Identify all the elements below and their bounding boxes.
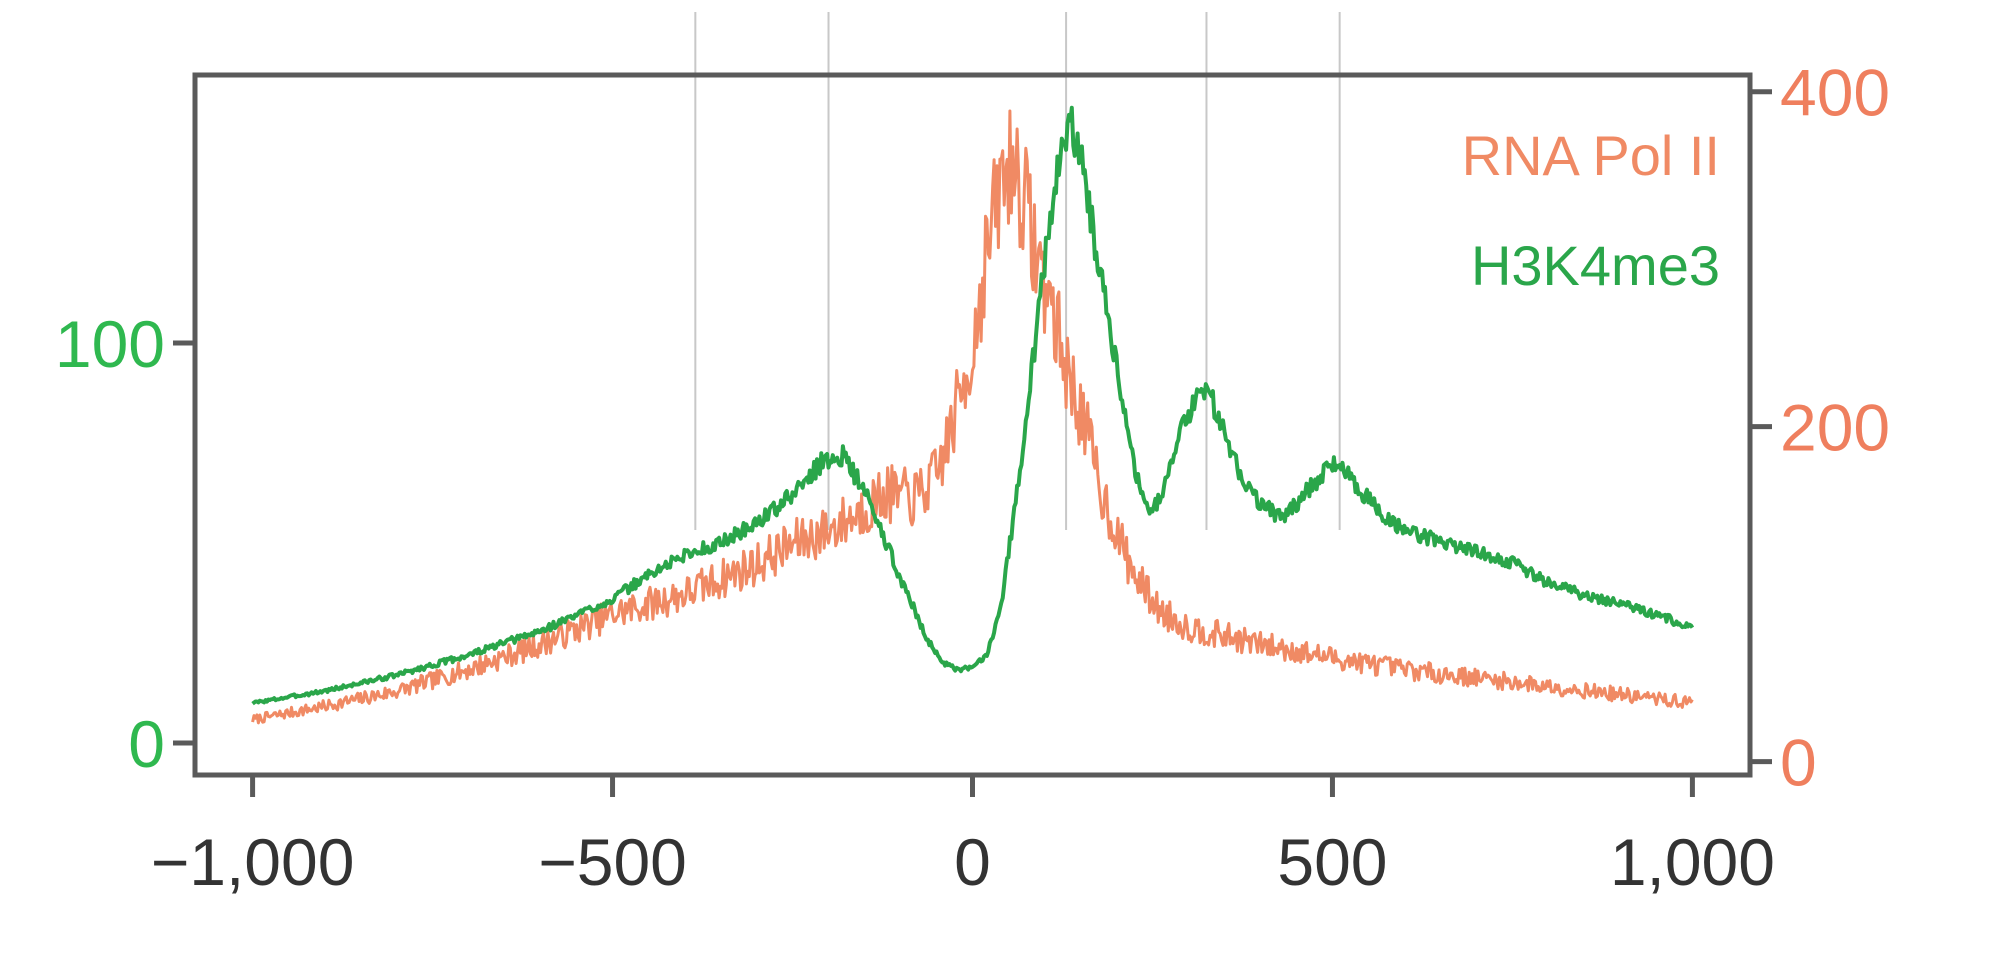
y-right-tick-label: 200 xyxy=(1780,391,1890,465)
series-line-h3k4me3 xyxy=(251,105,1695,706)
legend-entry: H3K4me3 xyxy=(1471,234,1720,297)
y-left-tick-label: 100 xyxy=(55,307,165,381)
y-left-tick-label: 0 xyxy=(128,707,165,781)
series-line-rna-pol-ii xyxy=(251,109,1694,725)
y-axis-right: 0 200 400 xyxy=(1750,56,1890,800)
vertical-guide-lines xyxy=(694,12,1341,530)
x-tick-label: 0 xyxy=(954,825,991,899)
y-axis-left: 0 100 xyxy=(55,307,195,781)
x-tick-label: −1,000 xyxy=(151,825,355,899)
legend-entry: RNA Pol II xyxy=(1462,124,1720,187)
x-axis: −1,000 −500 0 500 1,000 xyxy=(151,775,1775,899)
y-right-tick-label: 0 xyxy=(1780,726,1817,800)
y-right-tick-label: 400 xyxy=(1780,56,1890,130)
x-tick-label: −500 xyxy=(538,825,687,899)
legend: RNA Pol II H3K4me3 xyxy=(1462,124,1720,297)
series-layer xyxy=(251,105,1695,725)
x-tick-label: 500 xyxy=(1277,825,1387,899)
x-tick-label: 1,000 xyxy=(1610,825,1775,899)
